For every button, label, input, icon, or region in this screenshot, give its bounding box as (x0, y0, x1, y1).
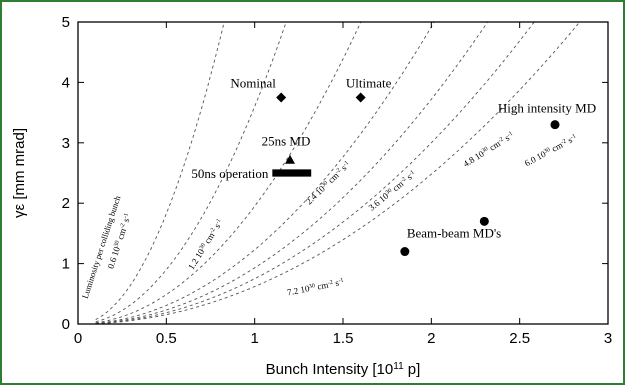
x-tick-label-0: 0 (74, 330, 82, 347)
y-tick-label-3: 3 (62, 135, 70, 152)
x-tick-label-4: 2 (427, 330, 435, 347)
nominal-label: Nominal (230, 76, 276, 91)
luminosity-curve-4 (95, 21, 435, 324)
curve-label-5: 4.8 1030 cm-2 s-1 (461, 130, 515, 169)
point-5-marker (479, 216, 489, 226)
curve-label-2: 1.2 1030 cm-2 s-1 (186, 217, 225, 271)
luminosity-curve-2 (95, 21, 287, 323)
curve-label-6: 6.0 1030 cm-2 s-1 (523, 132, 578, 168)
beam-beam-md-s-label: Beam-beam MD's (407, 226, 501, 241)
luminosity-curve-6 (95, 21, 535, 324)
x-axis-label: Bunch Intensity [1011 p] (266, 361, 421, 379)
y-axis-label: γε [mm mrad] (11, 128, 28, 218)
x-tick-label-2: 1 (250, 330, 258, 347)
luminosity-curves (95, 21, 581, 325)
curve-labels: 0.6 1030 cm-2 s-1 1.2 1030 cm-2 s-1 2.4 10… (80, 130, 578, 300)
curve-label-4: 3.6 1030 cm-2 s-1 (367, 169, 418, 213)
ultimate-label: Ultimate (346, 76, 392, 91)
y-tick-label-2: 2 (62, 195, 70, 212)
data-points: Nominal Ultimate 25ns MD High intensity MD B… (191, 76, 596, 257)
25ns-md-label: 25ns MD (262, 134, 311, 149)
nominal-marker (276, 92, 287, 103)
high-intensity-md-label: High intensity MD (498, 101, 596, 116)
beam-beam-md-s-marker (400, 247, 410, 257)
luminosity-curve-5 (95, 21, 488, 324)
y-tick-label-1: 1 (62, 256, 70, 273)
25ns-md-marker (285, 154, 295, 164)
x-tick-label-5: 2.5 (509, 330, 530, 347)
luminosity-curve-7 (95, 21, 581, 325)
axis-ticks: 0 0.5 1 1.5 2 2.5 3 0 1 2 3 4 5 (62, 14, 613, 347)
luminosity-curve-3 (95, 21, 362, 324)
operation-region-bar (272, 169, 312, 177)
curve-label-1: 0.6 1030 cm-2 s-1 (106, 212, 133, 270)
high-intensity-md-marker (550, 120, 560, 130)
x-tick-label-3: 1.5 (333, 330, 354, 347)
x-tick-label-6: 3 (604, 330, 612, 347)
y-tick-label-0: 0 (62, 316, 70, 333)
curve-label-7: 7.2 1030 cm-2 s-1 (286, 277, 344, 298)
y-tick-label-5: 5 (62, 14, 70, 31)
y-tick-label-4: 4 (62, 74, 70, 91)
operation-region-label: 50ns operation (191, 166, 268, 181)
ultimate-marker (355, 92, 366, 103)
curve-label-3: 2.4 1030 cm-2 s-1 (304, 159, 352, 206)
x-tick-label-1: 0.5 (156, 330, 177, 347)
